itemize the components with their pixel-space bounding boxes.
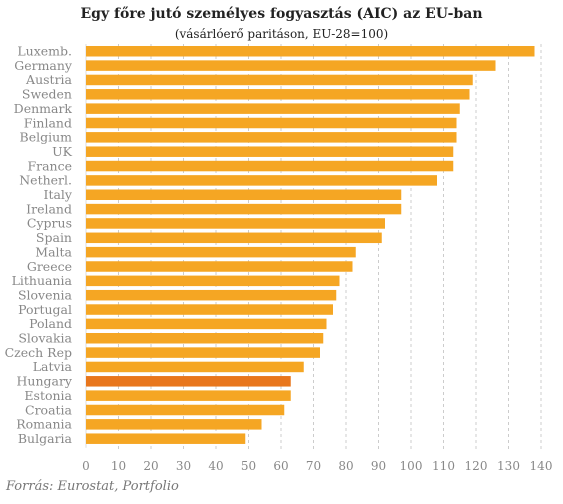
x-tick-label-110: 110 — [432, 459, 455, 473]
x-tick-label-120: 120 — [465, 459, 488, 473]
bar-bulgaria — [86, 433, 246, 444]
x-tick-label-90: 90 — [371, 459, 386, 473]
category-label-denmark: Denmark — [14, 101, 73, 116]
category-label-slovenia: Slovenia — [18, 287, 73, 302]
category-label-belgium: Belgium — [20, 130, 73, 145]
bar-ireland — [86, 203, 402, 215]
category-label-austria: Austria — [25, 72, 72, 87]
category-label-portugal: Portugal — [18, 302, 72, 317]
category-label-finland: Finland — [24, 115, 72, 130]
bar-denmark — [86, 103, 460, 114]
bar-netherl- — [86, 175, 437, 186]
category-label-slovakia: Slovakia — [18, 331, 72, 346]
category-label-malta: Malta — [35, 244, 72, 259]
bar-hungary — [86, 376, 291, 387]
bar-lithuania — [86, 275, 340, 287]
bar-italy — [86, 189, 402, 200]
category-label-luxemb-: Luxemb. — [17, 44, 72, 59]
category-labels: Luxemb.GermanyAustriaSwedenDenmarkFinlan… — [5, 44, 73, 446]
category-label-france: France — [27, 158, 72, 173]
category-label-hungary: Hungary — [17, 374, 73, 389]
x-tick-label-140: 140 — [530, 459, 553, 473]
bar-slovenia — [86, 289, 337, 301]
bar-germany — [86, 60, 496, 71]
bar-croatia — [86, 404, 285, 416]
category-label-uk: UK — [52, 144, 73, 159]
x-tick-label-20: 20 — [143, 459, 158, 473]
category-label-ireland: Ireland — [26, 201, 72, 216]
bar-estonia — [86, 390, 291, 401]
category-label-latvia: Latvia — [33, 359, 73, 374]
bar-romania — [86, 419, 262, 430]
category-label-bulgaria: Bulgaria — [18, 431, 73, 446]
category-label-poland: Poland — [29, 316, 72, 331]
bar-sweden — [86, 89, 470, 100]
category-label-netherl-: Netherl. — [19, 173, 72, 188]
bar-latvia — [86, 361, 304, 373]
category-label-cyprus: Cyprus — [27, 216, 72, 231]
bar-poland — [86, 318, 327, 330]
category-label-romania: Romania — [16, 417, 72, 432]
bar-portugal — [86, 304, 333, 315]
chart-title: Egy főre jutó személyes fogyasztás (AIC)… — [80, 6, 483, 22]
category-label-estonia: Estonia — [24, 388, 72, 403]
x-tick-label-80: 80 — [338, 459, 353, 473]
bar-cyprus — [86, 218, 385, 229]
bar-malta — [86, 246, 356, 258]
bar-greece — [86, 261, 353, 272]
category-label-czech-rep: Czech Rep — [5, 345, 72, 360]
bar-uk — [86, 146, 454, 157]
x-tick-label-30: 30 — [176, 459, 191, 473]
bars — [86, 46, 535, 444]
bar-belgium — [86, 132, 457, 143]
bar-austria — [86, 74, 473, 86]
bar-finland — [86, 117, 457, 129]
bar-france — [86, 160, 454, 172]
x-tick-label-10: 10 — [111, 459, 126, 473]
category-label-sweden: Sweden — [22, 87, 72, 102]
bar-spain — [86, 232, 382, 244]
x-tick-labels: 0 10 20 30 40 50 60 70 80 90 100 110 120 130 140 — [82, 459, 552, 473]
category-label-spain: Spain — [36, 230, 72, 245]
bar-czech-rep — [86, 347, 320, 358]
x-tick-label-130: 130 — [497, 459, 520, 473]
category-label-croatia: Croatia — [25, 402, 73, 417]
x-tick-label-60: 60 — [273, 459, 288, 473]
category-label-germany: Germany — [14, 58, 73, 73]
x-tick-label-40: 40 — [208, 459, 223, 473]
chart-subtitle: (vásárlóerő paritáson, EU-28=100) — [174, 27, 389, 41]
category-label-lithuania: Lithuania — [12, 273, 73, 288]
x-tick-label-70: 70 — [306, 459, 321, 473]
source-note: Forrás: Eurostat, Portfolio — [6, 479, 179, 494]
category-label-greece: Greece — [27, 259, 72, 274]
category-label-italy: Italy — [44, 187, 73, 202]
x-tick-label-100: 100 — [400, 459, 423, 473]
x-tick-label-50: 50 — [241, 459, 256, 473]
x-tick-label-0: 0 — [82, 459, 90, 473]
bar-luxemb- — [86, 46, 535, 57]
bar-slovakia — [86, 333, 324, 344]
